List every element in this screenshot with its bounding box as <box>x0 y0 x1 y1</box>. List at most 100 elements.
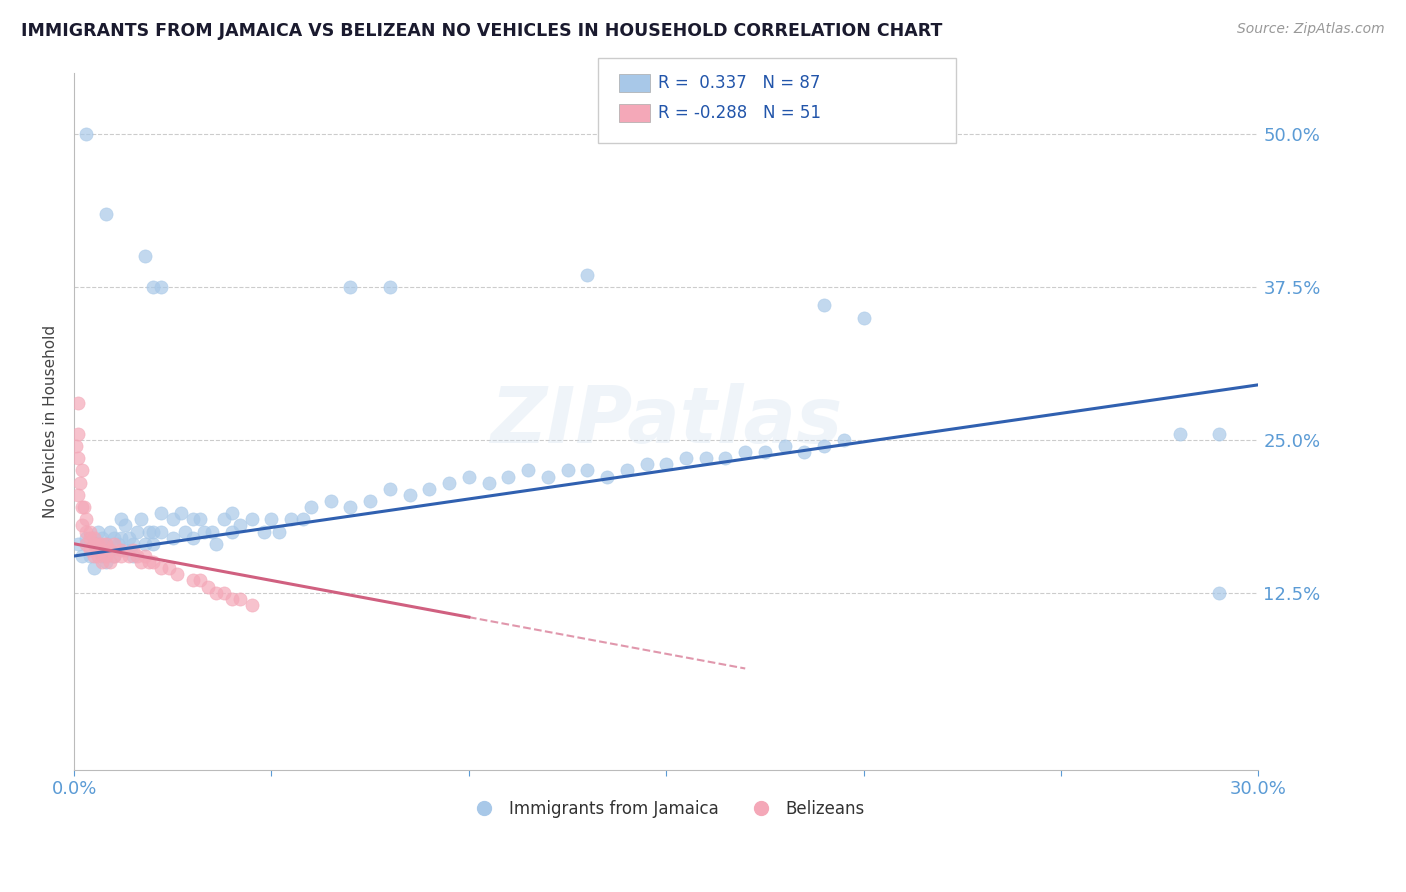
Text: R =  0.337   N = 87: R = 0.337 N = 87 <box>658 74 820 92</box>
Point <box>181 574 204 588</box>
Point <box>1208 426 1230 441</box>
Point <box>75 537 97 551</box>
Point <box>75 531 97 545</box>
Point <box>173 524 195 539</box>
Point <box>79 542 101 557</box>
Point <box>517 463 540 477</box>
Point <box>418 482 440 496</box>
Point <box>127 549 149 563</box>
Point <box>734 445 756 459</box>
Point <box>149 280 172 294</box>
Point <box>103 549 125 563</box>
Point <box>576 463 599 477</box>
Point <box>714 451 737 466</box>
Point <box>1168 426 1191 441</box>
Point <box>576 268 599 282</box>
Point <box>636 458 658 472</box>
Point <box>69 475 91 490</box>
Point <box>162 531 184 545</box>
Point <box>94 206 117 220</box>
Point <box>67 488 90 502</box>
Point <box>118 549 141 563</box>
Point <box>240 598 263 612</box>
Point <box>229 518 252 533</box>
Point <box>378 482 401 496</box>
Point <box>190 574 212 588</box>
Point <box>754 445 776 459</box>
Point <box>193 524 215 539</box>
Point <box>229 591 252 606</box>
Point <box>221 506 243 520</box>
Point <box>478 475 501 490</box>
Point <box>142 555 165 569</box>
Point <box>398 488 420 502</box>
Point <box>181 512 204 526</box>
Point <box>129 555 152 569</box>
Point <box>149 561 172 575</box>
Point <box>142 524 165 539</box>
Point <box>98 542 121 557</box>
Point <box>79 524 101 539</box>
Point <box>70 549 93 563</box>
Point <box>83 537 105 551</box>
Point <box>94 555 117 569</box>
Point <box>260 512 283 526</box>
Point <box>221 524 243 539</box>
Point <box>695 451 717 466</box>
Point <box>103 531 125 545</box>
Text: IMMIGRANTS FROM JAMAICA VS BELIZEAN NO VEHICLES IN HOUSEHOLD CORRELATION CHART: IMMIGRANTS FROM JAMAICA VS BELIZEAN NO V… <box>21 22 942 40</box>
Point <box>83 561 105 575</box>
Point <box>616 463 638 477</box>
Point <box>87 542 110 557</box>
Point <box>212 512 235 526</box>
Point <box>79 531 101 545</box>
Point <box>122 542 145 557</box>
Point <box>90 542 112 557</box>
Point <box>94 537 117 551</box>
Point <box>98 555 121 569</box>
Point <box>378 280 401 294</box>
Point <box>166 567 188 582</box>
Point <box>149 506 172 520</box>
Point <box>498 469 520 483</box>
Text: ZIPatlas: ZIPatlas <box>491 384 842 459</box>
Point <box>98 542 121 557</box>
Point <box>292 512 315 526</box>
Point <box>557 463 579 477</box>
Point <box>142 280 165 294</box>
Point <box>852 310 875 325</box>
Text: R = -0.288   N = 51: R = -0.288 N = 51 <box>658 104 821 122</box>
Point <box>70 500 93 514</box>
Point <box>157 561 180 575</box>
Point <box>221 591 243 606</box>
Point <box>212 585 235 599</box>
Point <box>67 396 90 410</box>
Point <box>138 555 160 569</box>
Legend: Immigrants from Jamaica, Belizeans: Immigrants from Jamaica, Belizeans <box>461 793 872 824</box>
Point <box>79 549 101 563</box>
Point <box>90 537 112 551</box>
Text: Source: ZipAtlas.com: Source: ZipAtlas.com <box>1237 22 1385 37</box>
Point <box>655 458 678 472</box>
Point <box>201 524 224 539</box>
Point <box>170 506 193 520</box>
Point <box>339 500 361 514</box>
Point <box>134 549 156 563</box>
Point <box>537 469 560 483</box>
Point <box>359 494 381 508</box>
Point <box>83 537 105 551</box>
Point <box>103 537 125 551</box>
Point <box>596 469 619 483</box>
Point <box>142 537 165 551</box>
Point <box>83 531 105 545</box>
Point <box>67 426 90 441</box>
Point <box>103 549 125 563</box>
Point <box>252 524 274 539</box>
Point <box>675 451 697 466</box>
Point <box>437 475 460 490</box>
Point <box>793 445 815 459</box>
Point <box>87 549 110 563</box>
Point <box>190 512 212 526</box>
Y-axis label: No Vehicles in Household: No Vehicles in Household <box>44 325 58 518</box>
Point <box>149 524 172 539</box>
